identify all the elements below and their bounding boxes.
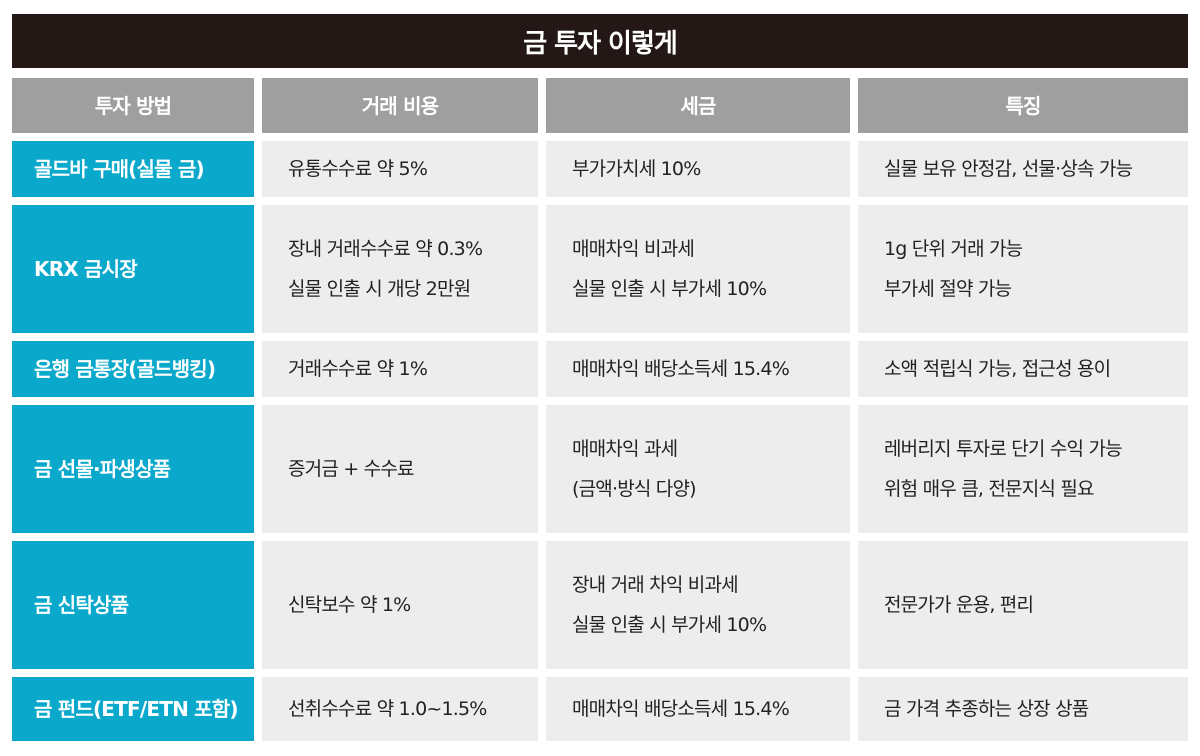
feature-cell: 금 가격 추종하는 상장 상품 xyxy=(858,677,1188,741)
gold-investment-table: 투자 방법 거래 비용 세금 특징 골드바 구매(실물 금) 유통수수료 약 5%… xyxy=(12,78,1188,741)
cost-cell: 장내 거래수수료 약 0.3% 실물 인출 시 개당 2만원 xyxy=(262,205,538,333)
feature-cell: 소액 적립식 가능, 접근성 용이 xyxy=(858,341,1188,397)
feature-cell: 전문가가 운용, 편리 xyxy=(858,541,1188,669)
tax-cell: 매매차익 배당소득세 15.4% xyxy=(546,677,850,741)
tax-line: 장내 거래 차익 비과세 xyxy=(572,574,739,596)
tax-line: 실물 인출 시 부가세 10% xyxy=(572,278,767,300)
feature-line: 소액 적립식 가능, 접근성 용이 xyxy=(884,358,1111,380)
feature-line: 레버리지 투자로 단기 수익 가능 xyxy=(884,438,1123,460)
cost-line: 거래수수료 약 1% xyxy=(288,358,428,380)
cost-cell: 증거금 + 수수료 xyxy=(262,405,538,533)
header-method: 투자 방법 xyxy=(12,78,254,133)
method-cell: 은행 금통장(골드뱅킹) xyxy=(12,341,254,397)
tax-line: 매매차익 비과세 xyxy=(572,238,695,260)
cost-line: 실물 인출 시 개당 2만원 xyxy=(288,278,471,300)
cost-cell: 유통수수료 약 5% xyxy=(262,141,538,197)
tax-line: (금액·방식 다양) xyxy=(572,478,697,500)
tax-cell: 매매차익 배당소득세 15.4% xyxy=(546,341,850,397)
table-title: 금 투자 이렇게 xyxy=(12,14,1188,68)
method-cell: 골드바 구매(실물 금) xyxy=(12,141,254,197)
feature-line: 전문가가 운용, 편리 xyxy=(884,594,1034,616)
header-feature: 특징 xyxy=(858,78,1188,133)
cost-line: 유통수수료 약 5% xyxy=(288,158,428,180)
feature-line: 1g 단위 거래 가능 xyxy=(884,238,1023,260)
tax-line: 부가가치세 10% xyxy=(572,158,701,180)
cost-line: 선취수수료 약 1.0~1.5% xyxy=(288,698,487,720)
tax-line: 실물 인출 시 부가세 10% xyxy=(572,614,767,636)
feature-cell: 실물 보유 안정감, 선물·상속 가능 xyxy=(858,141,1188,197)
cost-line: 증거금 + 수수료 xyxy=(288,458,414,480)
cost-cell: 신탁보수 약 1% xyxy=(262,541,538,669)
tax-line: 매매차익 과세 xyxy=(572,438,678,460)
cost-line: 신탁보수 약 1% xyxy=(288,594,411,616)
cost-cell: 거래수수료 약 1% xyxy=(262,341,538,397)
tax-cell: 부가가치세 10% xyxy=(546,141,850,197)
cost-cell: 선취수수료 약 1.0~1.5% xyxy=(262,677,538,741)
tax-cell: 매매차익 과세 (금액·방식 다양) xyxy=(546,405,850,533)
method-cell: 금 신탁상품 xyxy=(12,541,254,669)
feature-line: 실물 보유 안정감, 선물·상속 가능 xyxy=(884,158,1133,180)
feature-line: 위험 매우 큼, 전문지식 필요 xyxy=(884,478,1094,500)
method-cell: 금 선물·파생상품 xyxy=(12,405,254,533)
method-cell: 금 펀드(ETF/ETN 포함) xyxy=(12,677,254,741)
tax-line: 매매차익 배당소득세 15.4% xyxy=(572,698,790,720)
feature-line: 부가세 절약 가능 xyxy=(884,278,1012,300)
method-cell: KRX 금시장 xyxy=(12,205,254,333)
cost-line: 장내 거래수수료 약 0.3% xyxy=(288,238,483,260)
tax-line: 매매차익 배당소득세 15.4% xyxy=(572,358,790,380)
header-cost: 거래 비용 xyxy=(262,78,538,133)
header-tax: 세금 xyxy=(546,78,850,133)
feature-line: 금 가격 추종하는 상장 상품 xyxy=(884,698,1089,720)
